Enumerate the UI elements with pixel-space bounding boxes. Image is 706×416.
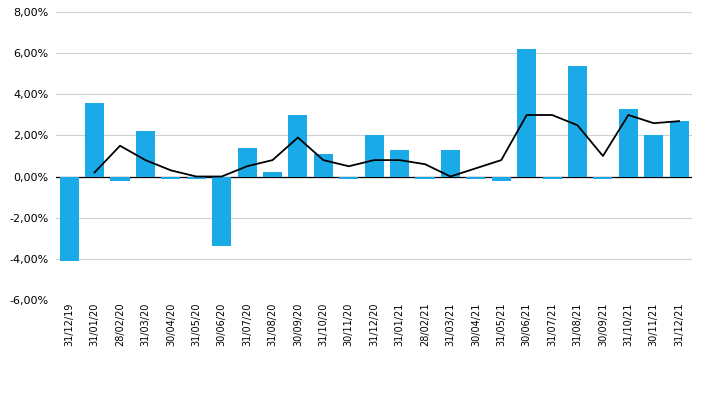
Bar (441, 150, 460, 176)
Bar (594, 176, 613, 178)
Bar (237, 148, 257, 176)
Bar (543, 176, 562, 178)
Bar (187, 176, 206, 178)
Bar (110, 176, 130, 181)
Bar (568, 66, 587, 176)
Bar (491, 176, 511, 181)
Bar (340, 176, 359, 178)
Bar (85, 103, 104, 176)
Bar (466, 176, 486, 178)
Bar (59, 176, 79, 260)
Bar (517, 50, 537, 176)
Bar (213, 176, 232, 246)
Bar (669, 121, 689, 176)
Bar (618, 109, 638, 176)
Bar (289, 115, 308, 176)
Bar (136, 131, 155, 176)
Bar (415, 176, 435, 178)
Bar (645, 136, 664, 176)
Bar (263, 172, 282, 176)
Bar (313, 154, 333, 176)
Bar (365, 136, 384, 176)
Bar (161, 176, 181, 178)
Bar (390, 150, 409, 176)
